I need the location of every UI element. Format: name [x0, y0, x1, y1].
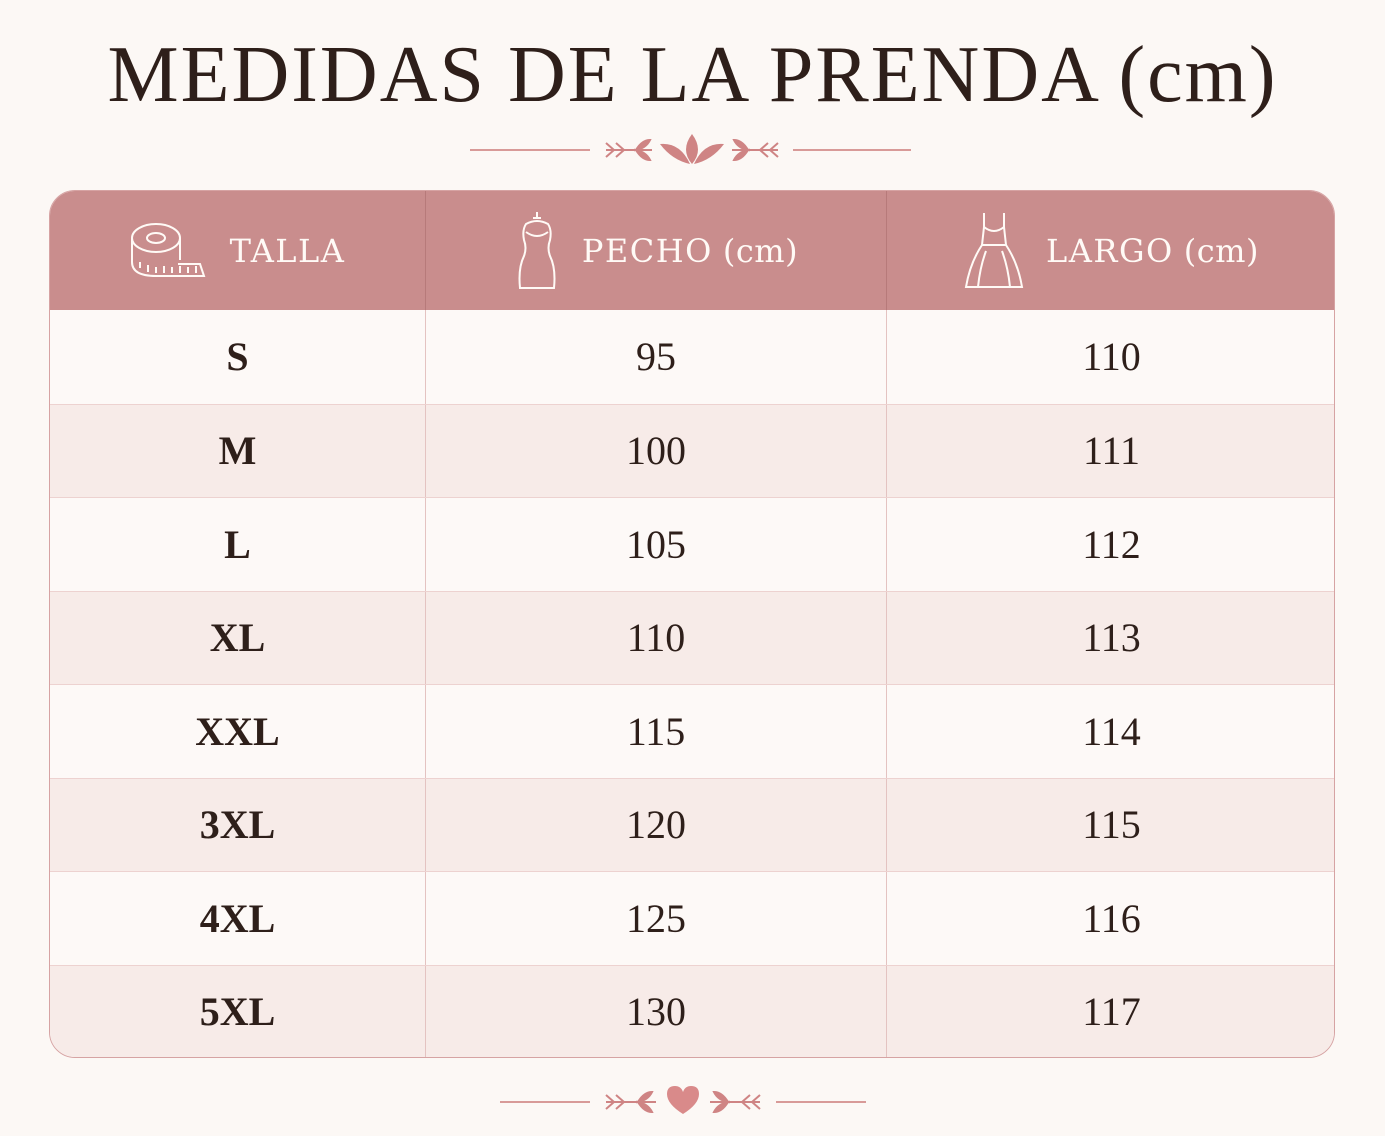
- table-header: TALLA PECHO (cm) LARG: [50, 191, 1334, 310]
- cell-pecho: 115: [425, 685, 886, 778]
- cell-talla: M: [218, 428, 257, 474]
- header-label: TALLA: [229, 231, 346, 270]
- cell-largo: 114: [886, 685, 1334, 778]
- table-row: 5XL 130 117: [50, 964, 1334, 1057]
- table-row: 3XL 120 115: [50, 777, 1334, 871]
- cell-talla: S: [226, 334, 249, 380]
- header-unit: (cm): [1183, 231, 1259, 270]
- heart-icon: [667, 1086, 699, 1114]
- table-row: XXL 115 114: [50, 684, 1334, 778]
- header-pecho: PECHO (cm): [425, 191, 886, 310]
- header-unit: (cm): [722, 231, 799, 270]
- cell-talla: L: [224, 521, 251, 567]
- table-body: S 95 110 M 100 111 L 105 112 XL 110 113 …: [50, 310, 1334, 1057]
- cell-largo: 112: [886, 498, 1334, 591]
- cell-talla: 5XL: [199, 989, 276, 1035]
- cell-pecho: 130: [425, 965, 886, 1057]
- header-label: PECHO: [581, 231, 713, 270]
- size-chart-table: TALLA PECHO (cm) LARG: [49, 190, 1335, 1058]
- cell-talla: XL: [209, 615, 266, 661]
- cell-pecho: 105: [425, 498, 886, 591]
- header-largo: LARGO (cm): [886, 191, 1334, 310]
- table-row: 4XL 125 116: [50, 871, 1334, 965]
- dress-form-icon: [514, 210, 560, 292]
- cell-largo: 111: [886, 404, 1334, 497]
- dress-icon: [964, 211, 1024, 291]
- bottom-ornament: [0, 1080, 1385, 1124]
- cell-largo: 117: [886, 965, 1334, 1057]
- cell-largo: 116: [886, 872, 1334, 965]
- cell-talla: XXL: [195, 708, 280, 754]
- cell-largo: 115: [886, 778, 1334, 871]
- cell-pecho: 110: [425, 591, 886, 684]
- cell-pecho: 120: [425, 778, 886, 871]
- measuring-tape-icon: [130, 220, 208, 282]
- cell-talla: 4XL: [199, 895, 276, 941]
- cell-pecho: 100: [425, 404, 886, 497]
- table-row: L 105 112: [50, 497, 1334, 591]
- cell-largo: 113: [886, 591, 1334, 684]
- table-row: M 100 111: [50, 403, 1334, 497]
- table-row: XL 110 113: [50, 590, 1334, 684]
- table-row: S 95 110: [50, 310, 1334, 404]
- cell-talla: 3XL: [199, 802, 276, 848]
- cell-pecho: 95: [425, 310, 886, 404]
- page-title: MEDIDAS DE LA PRENDA (cm): [107, 31, 1278, 119]
- cell-pecho: 125: [425, 872, 886, 965]
- header-talla: TALLA: [50, 191, 425, 310]
- header-label: LARGO: [1046, 231, 1174, 270]
- top-ornament: [0, 128, 1385, 172]
- cell-largo: 110: [886, 310, 1334, 404]
